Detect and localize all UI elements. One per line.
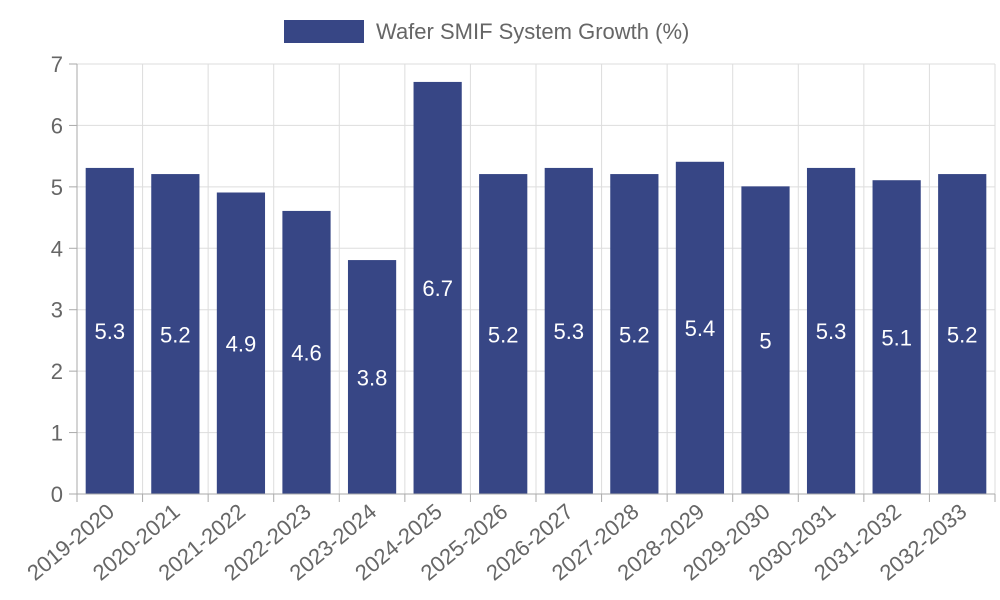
bar-data-label: 5.2 bbox=[947, 322, 978, 347]
bar-data-label: 3.8 bbox=[357, 365, 388, 390]
bar-data-label: 5.2 bbox=[488, 322, 519, 347]
y-tick-label: 5 bbox=[51, 175, 63, 200]
bars bbox=[85, 81, 987, 495]
bar[interactable] bbox=[938, 174, 987, 495]
legend-swatch[interactable] bbox=[284, 20, 364, 43]
bar[interactable] bbox=[544, 167, 593, 495]
bar[interactable] bbox=[872, 180, 921, 495]
y-tick-label: 6 bbox=[51, 113, 63, 138]
y-tick-label: 3 bbox=[51, 298, 63, 323]
bar[interactable] bbox=[610, 174, 659, 495]
bar[interactable] bbox=[741, 186, 790, 495]
bar[interactable] bbox=[675, 161, 725, 495]
bar-data-label: 4.9 bbox=[226, 332, 257, 357]
y-tick-label: 7 bbox=[51, 52, 63, 77]
bar-data-label: 5.2 bbox=[619, 322, 650, 347]
bar-data-label: 5.3 bbox=[816, 319, 847, 344]
grid-lines bbox=[77, 63, 996, 495]
bar[interactable] bbox=[806, 167, 856, 495]
bar-data-label: 5.3 bbox=[94, 319, 125, 344]
bar-data-label: 5.3 bbox=[553, 319, 584, 344]
legend[interactable]: Wafer SMIF System Growth (%) bbox=[284, 19, 689, 44]
bar-data-label: 5.2 bbox=[160, 322, 191, 347]
y-tick-label: 4 bbox=[51, 236, 63, 261]
y-tick-label: 2 bbox=[51, 359, 63, 384]
bar-data-label: 5 bbox=[759, 328, 771, 353]
bar[interactable] bbox=[282, 210, 331, 495]
bar-data-label: 5.4 bbox=[685, 316, 716, 341]
bar-data-label: 4.6 bbox=[291, 341, 322, 366]
bar[interactable] bbox=[216, 192, 266, 495]
bar[interactable] bbox=[479, 174, 528, 495]
data-labels: 5.3 5.2 4.9 4.6 3.8 6.7 5.2 5.3 5.2 5.4 5 5.3 5.1 5.2 bbox=[94, 276, 977, 390]
bar-data-label: 6.7 bbox=[422, 276, 453, 301]
bar-data-label: 5.1 bbox=[881, 325, 912, 350]
legend-label[interactable]: Wafer SMIF System Growth (%) bbox=[376, 19, 689, 44]
bar[interactable] bbox=[413, 81, 462, 495]
bar[interactable] bbox=[347, 260, 397, 495]
y-tick-label: 0 bbox=[51, 482, 63, 507]
y-tick-label: 1 bbox=[51, 421, 63, 446]
